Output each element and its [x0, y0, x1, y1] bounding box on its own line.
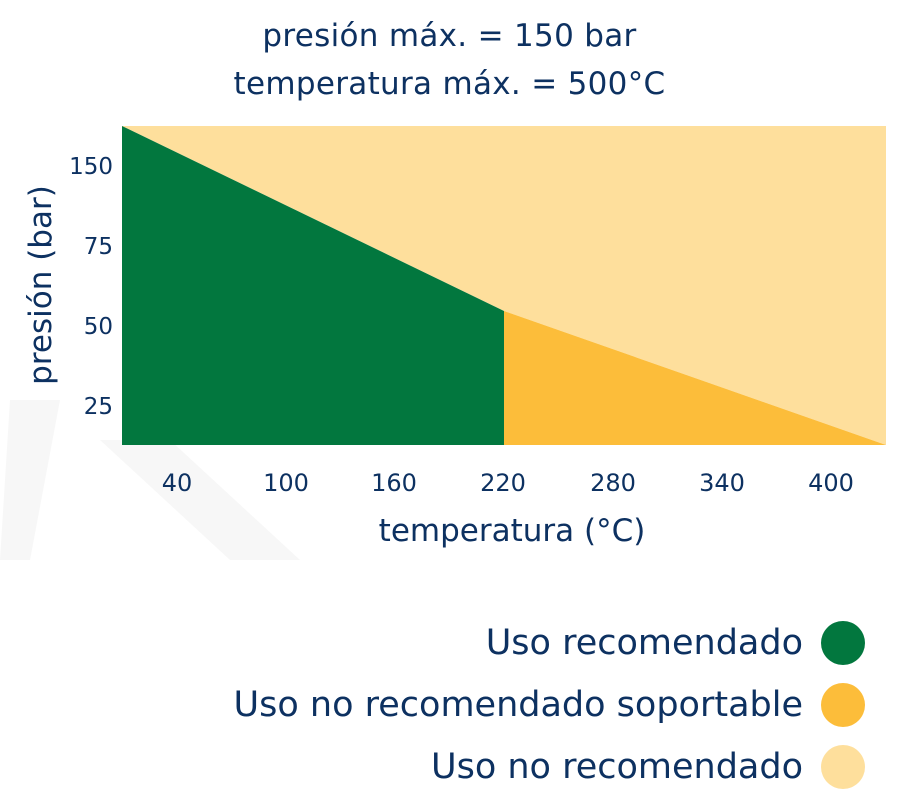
legend-item-not-recommended: Uso no recomendado — [234, 736, 865, 798]
watermark-stroke — [0, 400, 60, 560]
legend-label: Uso recomendado — [485, 623, 803, 663]
y-tick-label: 150 — [69, 154, 113, 180]
x-tick-label: 400 — [808, 469, 854, 497]
legend-item-recommended: Uso recomendado — [234, 612, 865, 674]
chart-area: 40 100 160 220 280 340 400 150 75 50 25 temperatu… — [0, 126, 886, 560]
y-axis-label: presión (bar) — [23, 185, 59, 385]
y-tick-label: 50 — [84, 314, 113, 340]
y-tick-label: 75 — [84, 234, 113, 260]
x-tick-label: 220 — [480, 469, 526, 497]
y-axis-ticks: 150 75 50 25 — [69, 154, 113, 420]
watermark-stroke — [100, 440, 300, 560]
background-watermark — [0, 400, 300, 560]
legend-label: Uso no recomendado — [430, 747, 803, 787]
region-tolerable — [504, 311, 886, 445]
x-tick-label: 100 — [263, 469, 309, 497]
y-tick-label: 25 — [84, 394, 113, 420]
x-axis-label: temperatura (°C) — [379, 513, 646, 549]
legend-swatch-dot — [821, 683, 865, 727]
chart-title-line-1: presión máx. = 150 bar — [262, 18, 637, 54]
chart-legend: Uso recomendado Uso no recomendado sopor… — [234, 612, 865, 798]
x-axis-ticks: 40 100 160 220 280 340 400 — [162, 469, 854, 497]
legend-label: Uso no recomendado soportable — [233, 685, 803, 725]
legend-item-tolerable: Uso no recomendado soportable — [234, 674, 865, 736]
chart-regions — [122, 126, 886, 445]
x-tick-label: 340 — [699, 469, 745, 497]
x-tick-label: 280 — [590, 469, 636, 497]
region-recommended — [122, 126, 504, 445]
legend-swatch-dot — [821, 621, 865, 665]
x-tick-label: 40 — [162, 469, 193, 497]
chart-title-line-2: temperatura máx. = 500°C — [233, 66, 666, 102]
x-tick-label: 160 — [371, 469, 417, 497]
legend-swatch-dot — [821, 745, 865, 789]
region-not-recommended — [122, 126, 886, 445]
